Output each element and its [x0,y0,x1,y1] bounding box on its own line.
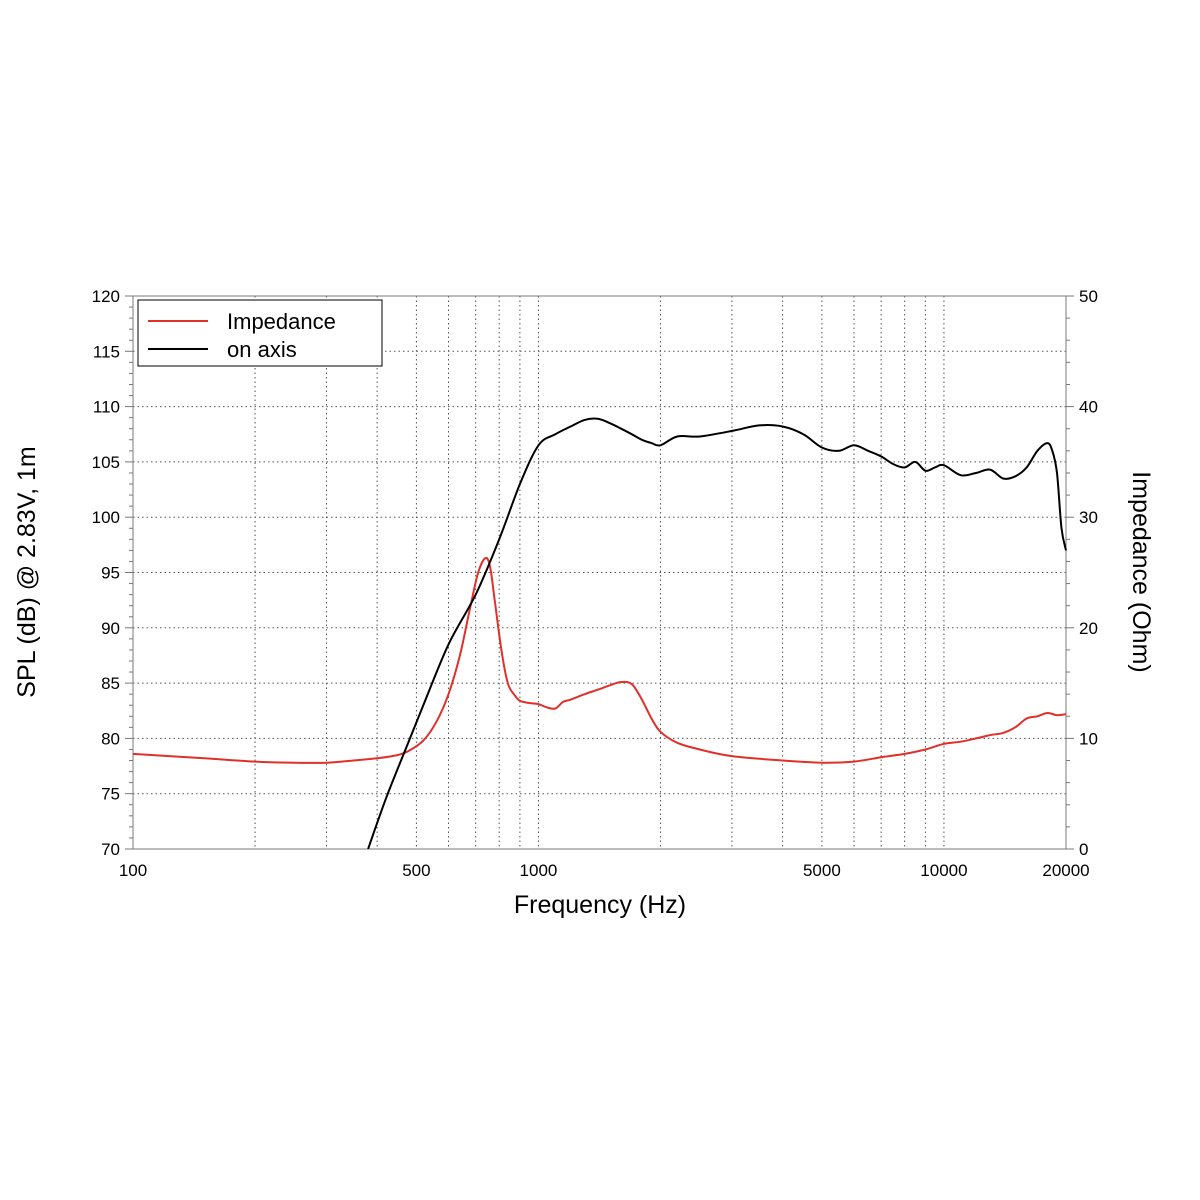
minor-ticks [125,295,1074,850]
x-tick-label: 5000 [803,861,841,880]
y-tick-label: 105 [92,453,120,472]
y-tick-label: 80 [101,729,120,748]
y2-axis-title: Impedance (Ohm) [1127,471,1155,672]
x-tick-label: 10000 [920,861,967,880]
y-tick-label: 110 [93,398,120,417]
legend-label-impedance: Impedance [227,309,336,334]
y2-tick-label: 30 [1079,508,1098,527]
legend-label-on-axis: on axis [227,337,297,362]
series-line-impedance [132,556,1067,764]
x-tick-label: 500 [402,861,430,880]
x-tick-label: 1000 [520,861,558,880]
y-tick-label: 90 [101,619,120,638]
plot-area-frame [132,295,1067,850]
y-tick-label: 115 [93,342,120,361]
y-tick-label: 70 [101,840,120,859]
y-tick-label: 85 [101,674,120,693]
legend-box [137,299,383,367]
y2-tick-label: 50 [1079,287,1098,306]
y2-tick-label: 10 [1079,729,1098,748]
y-tick-labels-right: 0 10 20 30 40 50 [1079,287,1098,859]
y2-tick-label: 20 [1079,619,1098,638]
x-tick-labels: 100 500 1000 5000 10000 20000 [119,861,1090,880]
y-tick-labels-left: 70 75 80 85 90 95 100 105 110 115 120 [92,287,120,859]
y-tick-label: 75 [101,785,120,804]
legend: Impedance on axis [137,299,383,367]
series-layer [132,417,1067,850]
y-tick-label: 100 [92,508,120,527]
x-tick-label: 100 [119,861,147,880]
y-tick-label: 95 [101,564,120,583]
x-axis-title: Frequency (Hz) [514,891,686,919]
y2-tick-label: 0 [1079,840,1088,859]
y-tick-label: 120 [92,287,120,306]
y-axis-title: SPL (dB) @ 2.83V, 1m [13,446,41,697]
x-tick-label: 20000 [1042,861,1089,880]
series-line-on-axis [367,417,1067,850]
y2-tick-label: 40 [1079,398,1098,417]
